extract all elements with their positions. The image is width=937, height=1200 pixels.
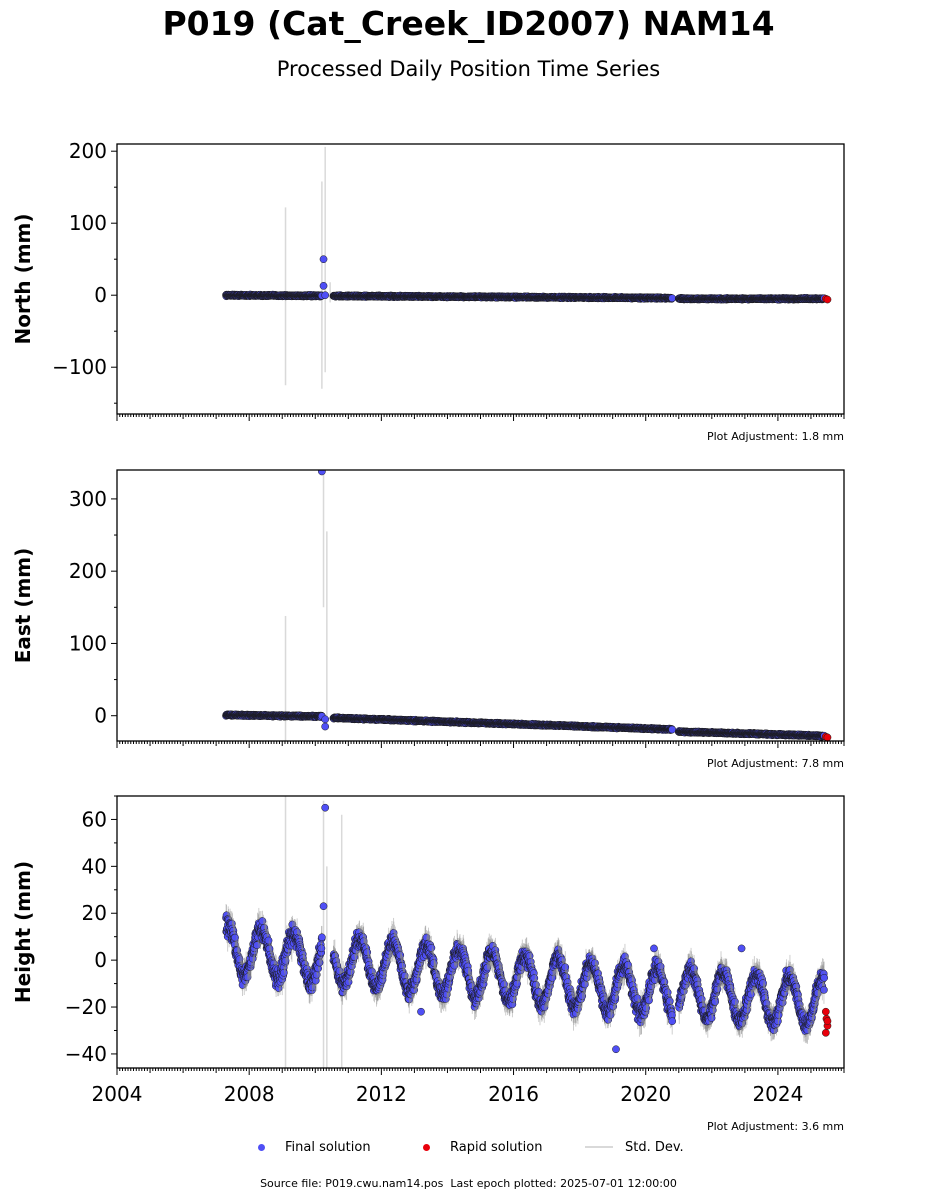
y-axis-label: North (mm) — [11, 213, 35, 344]
chart-title: P019 (Cat_Creek_ID2007) NAM14 — [162, 4, 775, 43]
plot-area — [222, 146, 832, 389]
plot-area — [222, 470, 832, 741]
final-point — [668, 725, 677, 734]
y-tick-label: −100 — [52, 355, 107, 379]
axes-frame — [116, 143, 845, 415]
y-tick-label: 0 — [94, 283, 107, 307]
final-solution-points — [222, 710, 829, 741]
y-tick-label: 100 — [69, 211, 107, 235]
chart-subtitle: Processed Daily Position Time Series — [276, 57, 661, 81]
final-point — [319, 281, 328, 290]
plot-adjustment-note: Plot Adjustment: 1.8 mm — [707, 430, 844, 443]
final-point — [668, 294, 677, 303]
final-solution-points — [222, 290, 829, 304]
final-point — [319, 255, 328, 264]
final-point — [321, 291, 330, 300]
panel-1: −100 0 100 200 North (mm) Plot Adjustment: 1.… — [11, 139, 845, 443]
y-tick-label: 200 — [69, 139, 107, 163]
rapid-point — [823, 295, 832, 304]
